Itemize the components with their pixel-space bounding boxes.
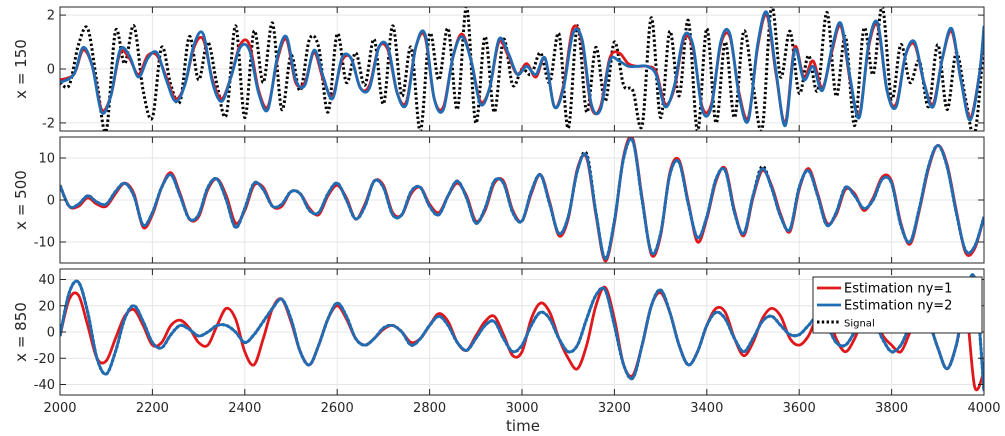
legend-label-signal: Signal [844, 319, 875, 330]
y-tick-label: 2 [47, 9, 55, 24]
x-tick-label: 3400 [690, 401, 723, 416]
y-tick-label: -20 [34, 352, 55, 367]
series-line-estimation-ny-2 [60, 137, 984, 261]
x-tick-label: 3000 [505, 401, 538, 416]
y-tick-label: -10 [34, 236, 55, 251]
series-group [60, 7, 984, 131]
y-axis-label: x = 500 [12, 170, 30, 230]
y-tick-label: -2 [42, 116, 55, 131]
y-tick-label: 0 [47, 326, 55, 341]
x-tick-label: 3200 [598, 401, 631, 416]
legend-label-estimation-ny-2: Estimation ny=2 [844, 299, 952, 314]
y-tick-label: 0 [47, 194, 55, 209]
y-tick-label: 40 [38, 273, 55, 288]
x-tick-label: 2600 [321, 401, 354, 416]
y-axis-label: x = 150 [12, 39, 30, 99]
y-tick-label: 20 [38, 299, 55, 314]
x-tick-label: 2000 [43, 401, 76, 416]
y-axis-label: x = 850 [12, 302, 30, 362]
y-tick-label: 0 [47, 63, 55, 78]
panel-2: -10 0 10 x = 500 [12, 136, 985, 264]
series-group [60, 137, 984, 263]
x-tick-label: 2800 [413, 401, 446, 416]
series-line-estimation-ny-2 [60, 10, 984, 128]
y-tick-label: -40 [34, 378, 55, 393]
x-tick-label: 2200 [136, 401, 169, 416]
y-tick-label: 10 [38, 152, 55, 167]
legend-label-estimation-ny-1: Estimation ny=1 [844, 282, 952, 297]
legend: Estimation ny=1 Estimation ny=2 Signal [812, 276, 983, 334]
legend-box [812, 276, 983, 334]
x-tick-label: 3600 [783, 401, 816, 416]
x-tick-label: 3800 [875, 401, 908, 416]
series-line-estimation-ny-2 [60, 273, 984, 392]
x-tick-label: 4000 [967, 401, 1000, 416]
series-line-signal [60, 7, 984, 131]
panel-1: -2 0 2 x = 150 [12, 6, 985, 132]
x-axis-label: time [506, 417, 540, 435]
x-tick-label: 2400 [228, 401, 261, 416]
